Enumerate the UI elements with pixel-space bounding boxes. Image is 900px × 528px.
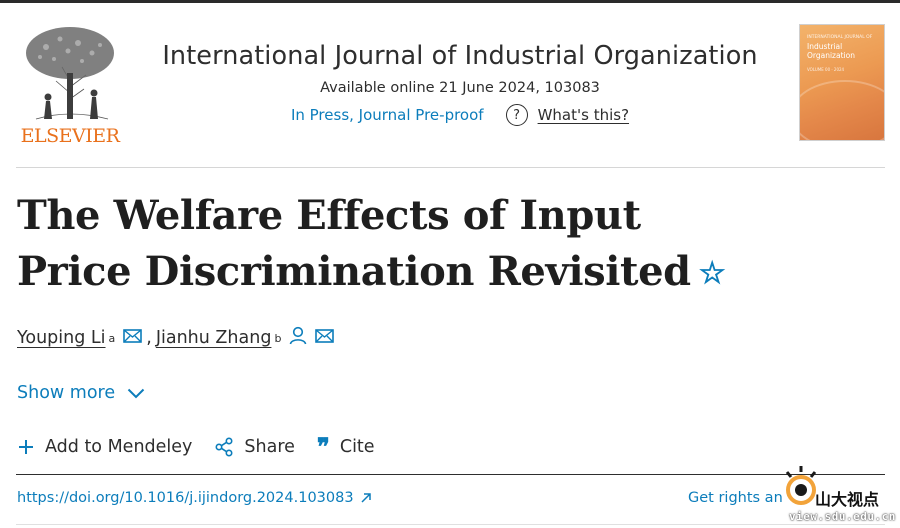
whats-this-label: What's this? — [537, 106, 630, 124]
author-name-zhang[interactable]: Jianhu Zhang — [155, 328, 272, 348]
top-rule — [0, 0, 900, 3]
add-to-mendeley-button[interactable]: Add to Mendeley — [17, 437, 192, 457]
article-actions: Add to Mendeley Share ❞ Cite — [17, 432, 397, 461]
doi-text: https://doi.org/10.1016/j.ijindorg.2024.… — [17, 490, 354, 506]
plus-icon — [19, 440, 33, 454]
availability-date: Available online 21 June 2024, 103083 — [320, 80, 600, 96]
article-title: The Welfare Effects of Input Price Discr… — [17, 188, 737, 302]
cover-small-line: INTERNATIONAL JOURNAL OF — [807, 35, 873, 40]
journal-cover-image[interactable]: INTERNATIONAL JOURNAL OF Industrial Orga… — [799, 24, 885, 141]
watermark-emblem — [785, 466, 817, 505]
publisher-name: ELSEVIER — [20, 125, 120, 147]
journal-header: ELSEVIER International Journal of Indust… — [0, 3, 900, 166]
cover-decoration — [800, 80, 884, 140]
in-press-link[interactable]: In Press, Journal Pre-proof — [290, 106, 484, 124]
author-name-li[interactable]: Youping Li — [17, 328, 106, 348]
cover-title: Industrial Organization — [807, 42, 855, 60]
doi-link[interactable]: https://doi.org/10.1016/j.ijindorg.2024.… — [17, 490, 372, 506]
share-label: Share — [244, 437, 295, 457]
star-icon[interactable]: ☆ — [698, 256, 726, 291]
external-link-icon — [361, 493, 371, 503]
publisher-logo[interactable]: ELSEVIER — [16, 23, 124, 147]
cite-label: Cite — [339, 437, 375, 457]
journal-title-link[interactable]: International Journal of Industrial Orga… — [162, 41, 758, 71]
person-icon[interactable] — [289, 326, 307, 350]
cover-sub-line: VOLUME 00 · 2024 — [807, 67, 845, 72]
mail-icon[interactable] — [315, 328, 335, 348]
share-button[interactable]: Share — [214, 437, 295, 457]
get-rights-link[interactable]: Get rights an — [688, 490, 783, 506]
watermark: 山大视点 view.sdu.edu.cn — [775, 460, 900, 528]
author-list: Youping Li a , Jianhu Zhang b — [17, 326, 335, 350]
question-circle-icon: ? — [505, 104, 528, 126]
bottom-divider — [16, 524, 885, 525]
show-more-button[interactable]: Show more — [17, 383, 145, 403]
elsevier-tree-logo — [26, 27, 114, 120]
author-separator: , — [146, 328, 152, 348]
article-title-text: The Welfare Effects of Input Price Discr… — [17, 192, 691, 295]
author-affiliation-a[interactable]: a — [108, 331, 116, 345]
watermark-text: 山大视点 — [815, 490, 880, 509]
share-icon — [215, 437, 233, 457]
show-more-label: Show more — [17, 383, 116, 403]
cite-button[interactable]: ❞ Cite — [316, 432, 375, 461]
mail-icon[interactable] — [123, 328, 143, 348]
status-line: In Press, Journal Pre-proof ? What's thi… — [130, 104, 790, 126]
whats-this-button[interactable]: ? What's this? — [505, 104, 630, 126]
add-to-mendeley-label: Add to Mendeley — [45, 437, 193, 457]
journal-info: International Journal of Industrial Orga… — [130, 41, 790, 126]
actions-divider — [16, 474, 885, 475]
watermark-url: view.sdu.edu.cn — [789, 510, 896, 523]
chevron-down-icon — [127, 388, 145, 398]
author-affiliation-b[interactable]: b — [274, 331, 282, 345]
header-divider — [16, 167, 885, 168]
quote-icon: ❞ — [316, 432, 330, 461]
